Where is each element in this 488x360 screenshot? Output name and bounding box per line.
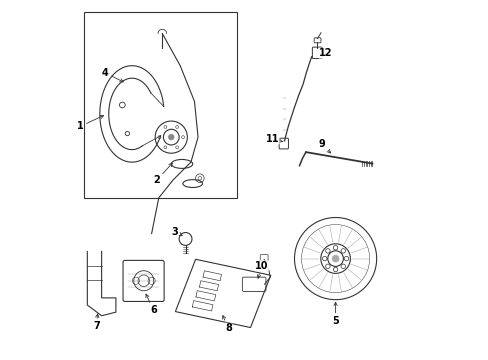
Text: 5: 5 [331,302,338,326]
Text: 11: 11 [265,134,282,144]
Circle shape [168,134,174,140]
Text: 2: 2 [153,163,172,185]
Text: 1: 1 [77,116,103,131]
Text: 7: 7 [93,314,100,332]
Circle shape [331,255,338,262]
Text: 12: 12 [319,48,332,58]
Text: 6: 6 [145,294,157,315]
Text: 8: 8 [222,316,231,333]
Text: 9: 9 [318,139,330,153]
Text: 10: 10 [254,261,268,278]
Text: 4: 4 [102,68,123,82]
Bar [83,12,237,198]
Text: 3: 3 [171,227,182,237]
